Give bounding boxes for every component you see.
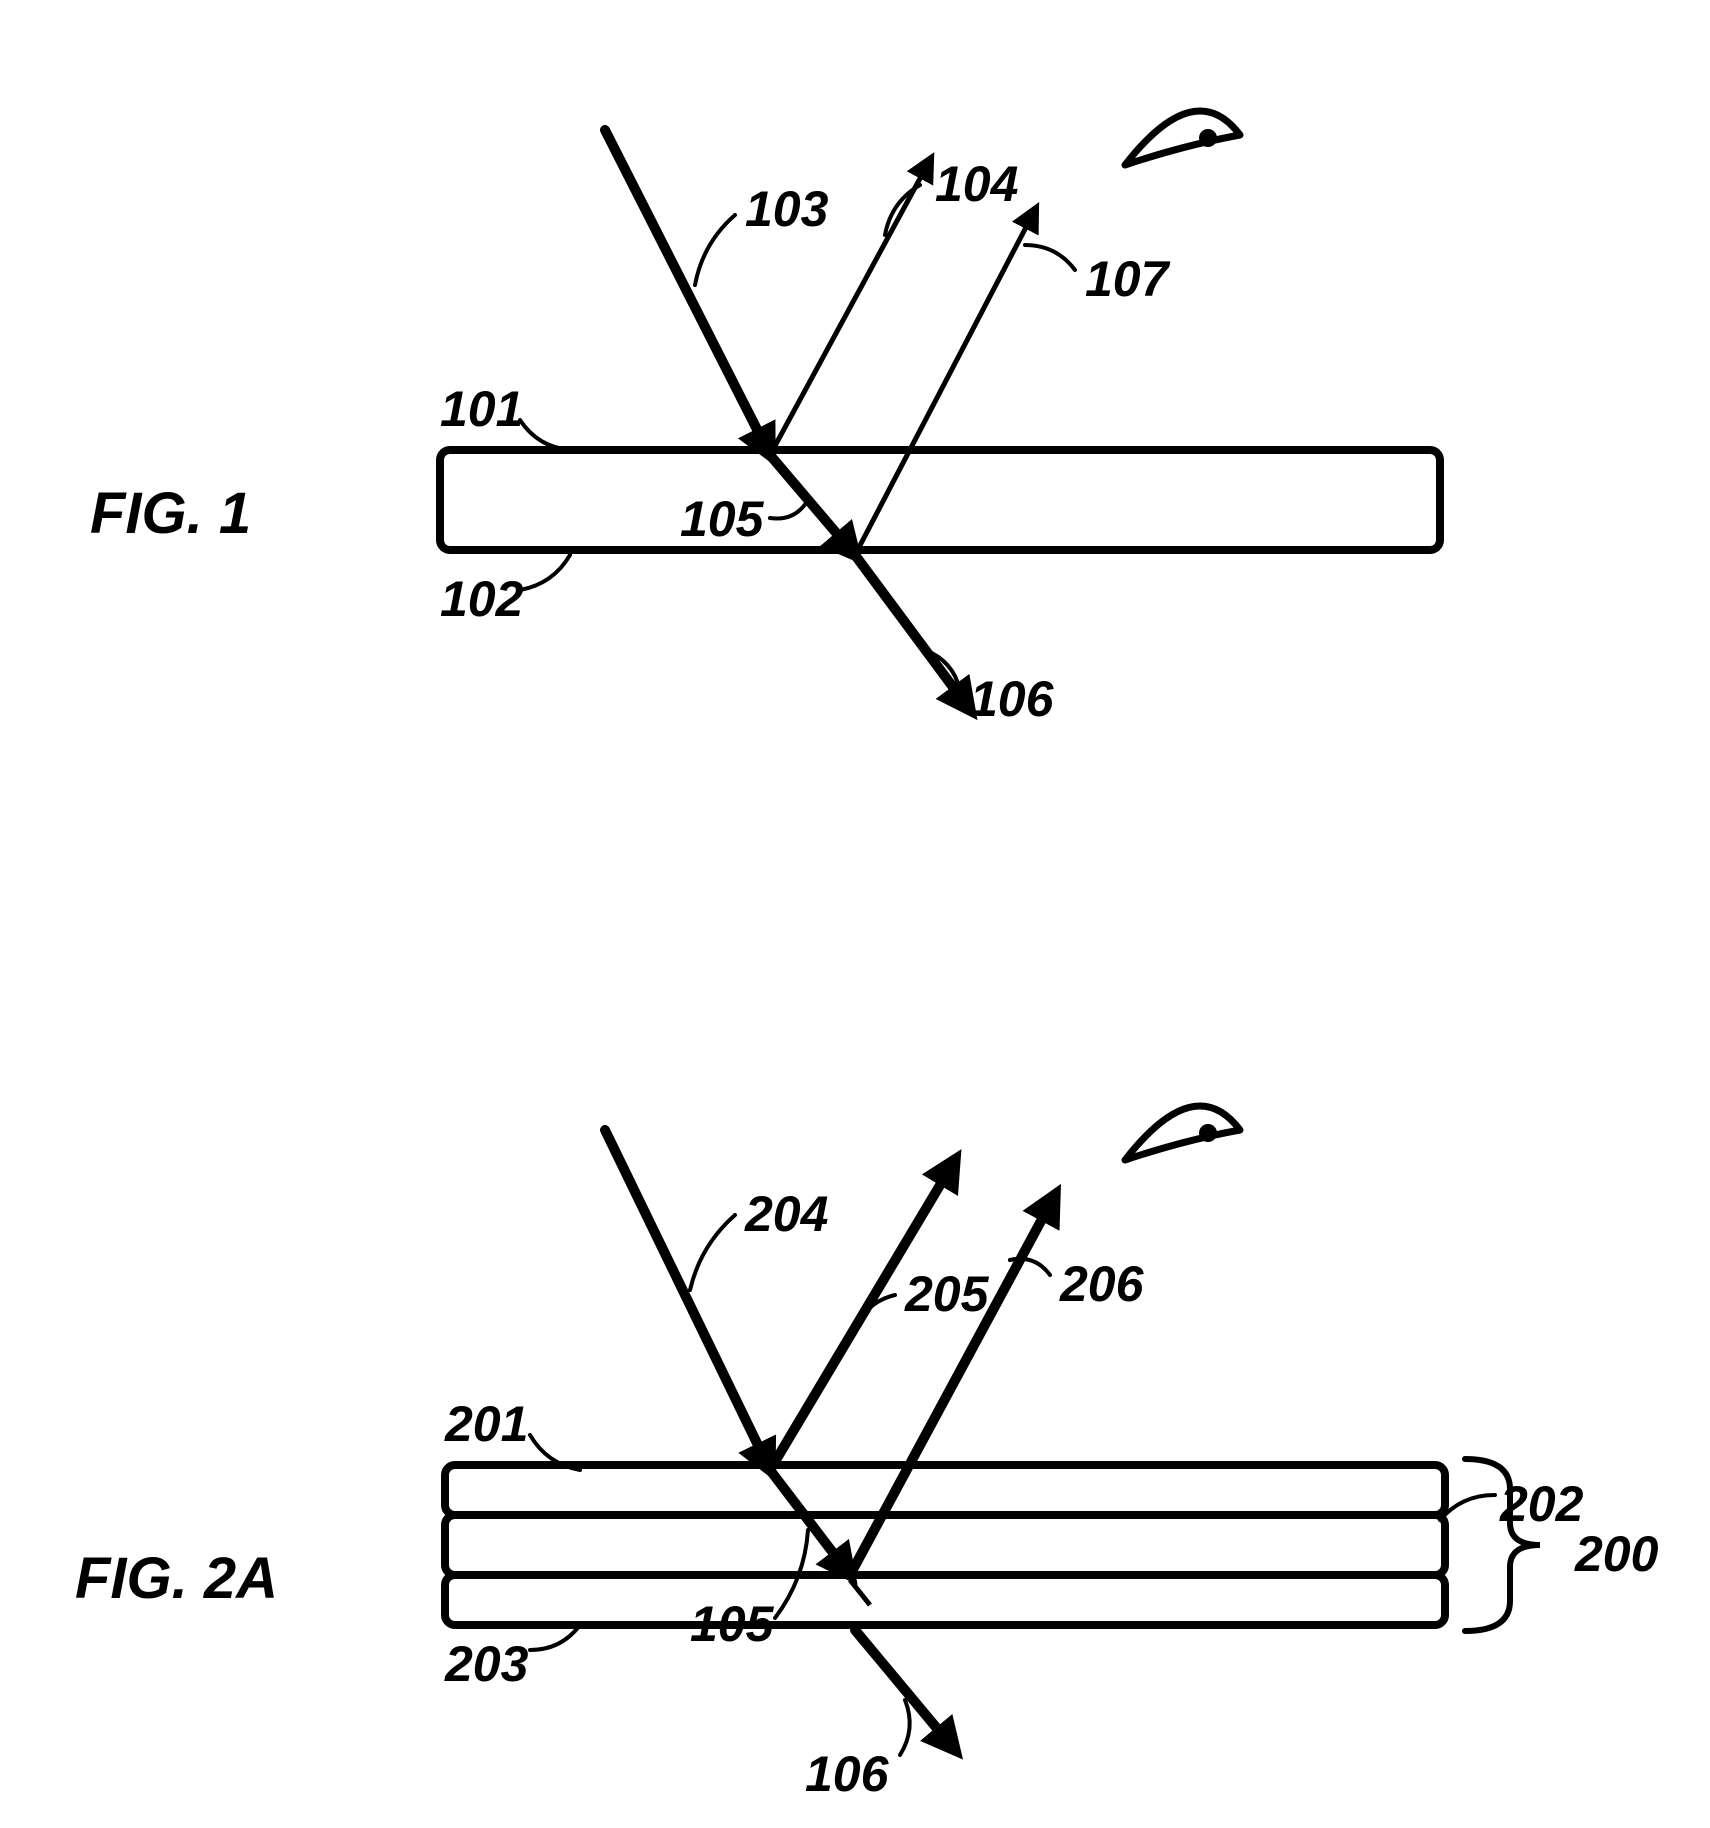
fig2a-layer-1 [445, 1465, 1445, 1515]
fig1-slab [440, 450, 1440, 550]
fig2a-label-203: 203 [445, 1635, 528, 1693]
fig1-label-103: 103 [745, 180, 828, 238]
fig2a-label-105: 105 [690, 1595, 773, 1653]
fig2a-label-205: 205 [905, 1265, 988, 1323]
fig2a-transmit-stub [850, 1580, 870, 1605]
fig1-ray-refract [770, 455, 855, 555]
fig1-ray-transmit [855, 555, 970, 710]
fig1-label-101: 101 [440, 380, 523, 438]
fig2a-label-206: 206 [1060, 1255, 1143, 1313]
fig2a-title: FIG. 2A [75, 1545, 278, 1612]
fig1-leader-l103 [695, 215, 735, 285]
fig1-leader-l107 [1025, 245, 1075, 270]
fig2a-ray-refract [770, 1470, 850, 1575]
fig2a-layer-2 [445, 1515, 1445, 1575]
fig1-ray-second-reflect [855, 210, 1035, 555]
fig2a-label-106: 106 [805, 1745, 888, 1803]
fig1-leader-l101 [520, 420, 570, 450]
fig2a-leader-l204 [690, 1215, 735, 1290]
fig2a-label-200: 200 [1575, 1525, 1658, 1583]
fig2a-leader-l106 [900, 1700, 910, 1755]
fig1-label-104: 104 [935, 155, 1018, 213]
fig1-eye-icon [1125, 111, 1240, 165]
fig1-ray-incident [605, 130, 770, 455]
fig2a-label-202: 202 [1500, 1475, 1583, 1533]
fig1-label-105: 105 [680, 490, 763, 548]
fig1-title: FIG. 1 [90, 480, 251, 547]
fig1-leader-l105 [770, 500, 808, 519]
fig2a-label-201: 201 [445, 1395, 528, 1453]
fig1-label-107: 107 [1085, 250, 1168, 308]
fig2a-eye-icon [1125, 1106, 1240, 1160]
fig1-label-106: 106 [970, 670, 1053, 728]
fig1-label-102: 102 [440, 570, 523, 628]
fig2a-ray-incident [605, 1130, 770, 1470]
fig2a-layer-3 [445, 1575, 1445, 1625]
fig2a-ray-transmit [855, 1630, 955, 1750]
fig2a-label-204: 204 [745, 1185, 828, 1243]
fig1-leader-l102 [520, 555, 570, 590]
